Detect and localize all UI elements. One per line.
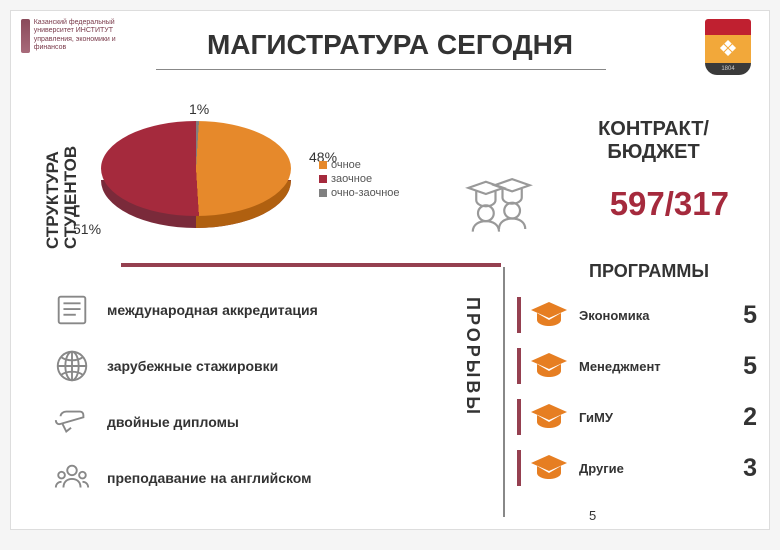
feature-text: двойные дипломы (107, 414, 239, 430)
program-count: 5 (729, 352, 757, 381)
page-title: МАГИСТРАТУРА СЕГОДНЯ (11, 29, 769, 61)
program-name: Менеджмент (579, 359, 729, 374)
program-row: Экономика 5 (517, 296, 757, 334)
diploma-icon (53, 403, 91, 441)
program-row: Менеджмент 5 (517, 347, 757, 385)
program-name: Другие (579, 461, 729, 476)
program-name: ГиМУ (579, 410, 729, 425)
program-row: Другие 3 (517, 449, 757, 487)
program-bar (517, 450, 521, 486)
program-count: 2 (729, 403, 757, 432)
people-icon (53, 459, 91, 497)
vlabel-line1: СТРУКТУРА (43, 151, 63, 249)
feature-text: преподавание на английском (107, 470, 312, 486)
globe-icon (53, 347, 91, 385)
contract-label-1: КОНТРАКТ/ (598, 118, 709, 141)
pie-legend: очное заочное очно-заочное (319, 159, 400, 201)
graduates-icon (454, 166, 544, 236)
slide: Казанский федеральный университет ИНСТИТ… (10, 10, 770, 530)
programs-list: Экономика 5 Менеджмент 5 ГиМУ 2 Другие 3 (517, 296, 757, 500)
program-bar (517, 297, 521, 333)
cap-icon (529, 350, 569, 382)
contract-value: 597/317 (610, 185, 729, 223)
legend-1: заочное (331, 173, 372, 185)
feature-row: преподавание на английском (53, 459, 453, 497)
contract-label: КОНТРАКТ/ БЮДЖЕТ (598, 118, 709, 164)
program-count: 3 (729, 454, 757, 483)
title-rule (156, 69, 606, 70)
feature-text: зарубежные стажировки (107, 358, 278, 374)
feature-row: зарубежные стажировки (53, 347, 453, 385)
vertical-separator (503, 267, 505, 517)
feature-row: международная аккредитация (53, 291, 453, 329)
page-number: 5 (589, 508, 596, 523)
contract-label-2: БЮДЖЕТ (598, 141, 709, 164)
programs-title: ПРОГРАММЫ (589, 261, 709, 282)
program-name: Экономика (579, 308, 729, 323)
vertical-label-students: СТРУКТУРА СТУДЕНТОВ (31, 99, 73, 249)
vertical-label-breakthroughs: ПРОРЫВЫ (462, 297, 483, 417)
pie-chart: 1% 48% 51% (101, 111, 321, 261)
features-list: международная аккредитация зарубежные ст… (53, 291, 453, 515)
legend-0: очное (331, 159, 361, 171)
program-row: ГиМУ 2 (517, 398, 757, 436)
document-icon (53, 291, 91, 329)
program-count: 5 (729, 301, 757, 330)
pie-label-left: 51% (73, 221, 101, 237)
cap-icon (529, 401, 569, 433)
cap-icon (529, 299, 569, 331)
program-bar (517, 348, 521, 384)
feature-row: двойные дипломы (53, 403, 453, 441)
pie-label-top: 1% (189, 101, 209, 117)
cap-icon (529, 452, 569, 484)
legend-2: очно-заочное (331, 187, 400, 199)
program-bar (517, 399, 521, 435)
feature-text: международная аккредитация (107, 302, 318, 318)
mid-divider (121, 263, 501, 267)
